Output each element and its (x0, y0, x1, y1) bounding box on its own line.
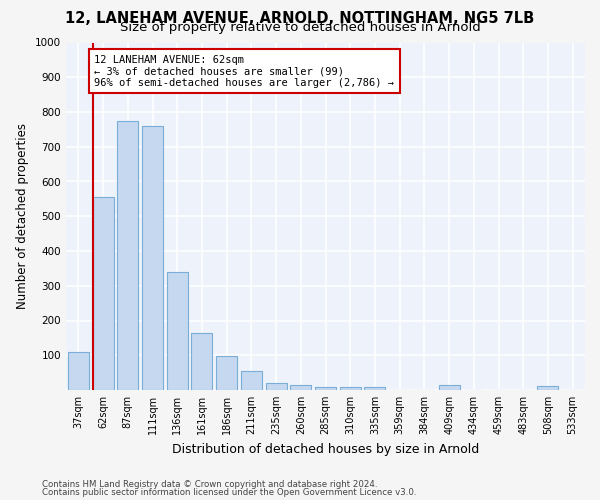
Text: 12, LANEHAM AVENUE, ARNOLD, NOTTINGHAM, NG5 7LB: 12, LANEHAM AVENUE, ARNOLD, NOTTINGHAM, … (65, 11, 535, 26)
Text: Contains public sector information licensed under the Open Government Licence v3: Contains public sector information licen… (42, 488, 416, 497)
Text: Size of property relative to detached houses in Arnold: Size of property relative to detached ho… (119, 22, 481, 35)
Text: Contains HM Land Registry data © Crown copyright and database right 2024.: Contains HM Land Registry data © Crown c… (42, 480, 377, 489)
Bar (68, 352, 89, 390)
Bar (538, 386, 559, 390)
Bar (315, 386, 336, 390)
Text: 12 LANEHAM AVENUE: 62sqm
← 3% of detached houses are smaller (99)
96% of semi-de: 12 LANEHAM AVENUE: 62sqm ← 3% of detache… (94, 54, 394, 88)
Bar (142, 126, 163, 390)
Bar (117, 120, 138, 390)
Bar (266, 383, 287, 390)
Bar (241, 371, 262, 390)
X-axis label: Distribution of detached houses by size in Arnold: Distribution of detached houses by size … (172, 442, 479, 456)
Bar (340, 386, 361, 390)
Bar (439, 385, 460, 390)
Y-axis label: Number of detached properties: Number of detached properties (16, 123, 29, 309)
Bar (364, 386, 385, 390)
Bar (216, 356, 237, 390)
Bar (290, 385, 311, 390)
Bar (167, 272, 188, 390)
Bar (92, 197, 113, 390)
Bar (191, 332, 212, 390)
